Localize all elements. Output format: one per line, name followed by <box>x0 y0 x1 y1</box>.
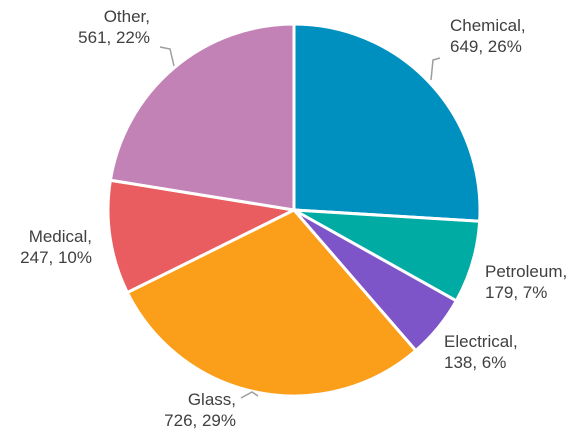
pie-slice-chemical <box>292 22 482 223</box>
pie-slice-other <box>108 22 296 212</box>
slice-label-petroleum: Petroleum, 179, 7% <box>485 262 567 302</box>
pie-slice-glass <box>125 208 418 398</box>
slice-label-name: Chemical, <box>450 16 526 35</box>
slice-label-value: 649, 26% <box>450 37 522 56</box>
leader-line-glass <box>240 391 259 399</box>
leader-line-other <box>159 46 175 67</box>
slice-label-name: Electrical, <box>444 332 518 351</box>
slice-label-medical: Medical, 247, 10% <box>20 227 92 267</box>
slice-label-name: Petroleum, <box>485 262 567 281</box>
pie-leader-lines <box>159 46 441 399</box>
slice-label-value: 138, 6% <box>444 353 506 372</box>
slice-label-other: Other, 561, 22% <box>78 7 150 47</box>
slice-label-name: Glass, <box>188 390 236 409</box>
slice-label-value: 561, 22% <box>78 28 150 47</box>
pie-slice-medical <box>106 178 296 295</box>
slice-label-value: 247, 10% <box>20 248 92 267</box>
slice-label-chemical: Chemical, 649, 26% <box>450 16 526 56</box>
slice-label-name: Medical, <box>29 227 92 246</box>
slice-label-glass: Glass, 726, 29% <box>164 390 236 430</box>
slice-label-value: 726, 29% <box>164 411 236 430</box>
slice-label-electrical: Electrical, 138, 6% <box>444 332 518 372</box>
pie-slices <box>106 22 482 398</box>
leader-line-chemical <box>430 57 441 81</box>
pie-labels: Chemical, 649, 26% Petroleum, 179, 7% Electr… <box>20 7 567 430</box>
slice-label-value: 179, 7% <box>485 283 547 302</box>
slice-label-name: Other, <box>104 7 150 26</box>
